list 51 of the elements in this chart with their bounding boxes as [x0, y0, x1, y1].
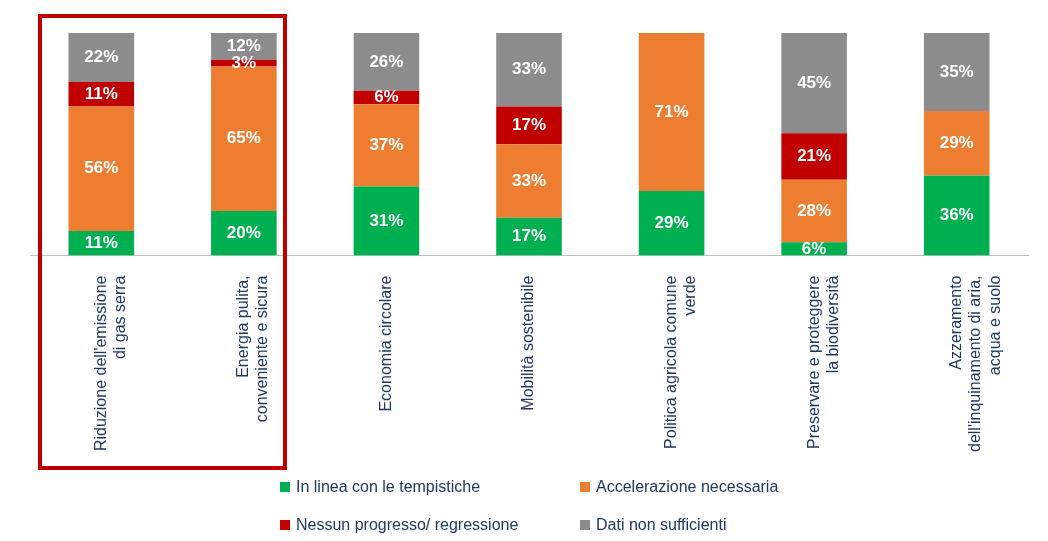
bar	[353, 104, 420, 187]
x-tick-label: Economia circolare	[376, 275, 394, 412]
data-label: 17%	[511, 226, 547, 246]
x-tick-label: Azzeramento dell'inquinamento di aria, acqua e suolo	[947, 275, 1003, 452]
data-label: 26%	[369, 51, 404, 71]
data-label: 22%	[84, 47, 119, 67]
bar	[211, 66, 277, 211]
data-label: 29%	[939, 132, 974, 152]
x-tick-label: Preservare e proteggere la biodiversità	[804, 275, 841, 449]
bar	[781, 179, 847, 243]
data-label: 29%	[654, 212, 689, 232]
data-label: 31%	[369, 210, 404, 230]
data-label: 21%	[797, 146, 832, 166]
bar	[496, 33, 562, 107]
bar	[638, 33, 705, 191]
data-label: 65%	[226, 128, 261, 148]
legend-label: Nessun progresso/ regressione	[296, 516, 519, 534]
data-label: 45%	[797, 72, 832, 92]
legend-label: Accelerazione necessaria	[596, 478, 779, 496]
bar	[781, 133, 847, 180]
bar	[923, 110, 990, 176]
data-label: 33%	[511, 59, 547, 79]
data-label: 6%	[374, 87, 399, 107]
data-label: 36%	[939, 205, 974, 225]
bar	[353, 33, 420, 91]
data-label: 17%	[511, 115, 547, 135]
bar	[923, 33, 990, 111]
bar	[68, 106, 135, 232]
data-label: 71%	[654, 101, 689, 121]
legend-label: In linea con le tempistiche	[296, 478, 481, 496]
x-tick-label: Riduzione dell'emissione di gas serra	[91, 275, 128, 452]
legend-label: Dati non sufficienti	[596, 516, 727, 534]
bar	[496, 144, 562, 218]
data-label: 33%	[511, 170, 547, 190]
bar	[353, 186, 420, 256]
bar	[638, 190, 705, 256]
data-label: 35%	[939, 61, 974, 81]
data-label: 11%	[84, 83, 118, 103]
data-label: 11%	[84, 232, 118, 252]
x-tick-label: Politica agricola comune verde	[661, 275, 699, 449]
data-label: 37%	[369, 135, 404, 155]
data-label: 28%	[797, 200, 832, 220]
x-tick-label: Mobilità sostenibile	[519, 275, 537, 411]
bar	[211, 211, 277, 256]
data-label: 20%	[226, 222, 261, 242]
bar	[496, 106, 562, 145]
data-label: 6%	[801, 238, 827, 258]
data-label: 56%	[84, 158, 119, 178]
bar	[781, 33, 847, 134]
bar	[68, 33, 135, 82]
bar	[923, 175, 990, 256]
